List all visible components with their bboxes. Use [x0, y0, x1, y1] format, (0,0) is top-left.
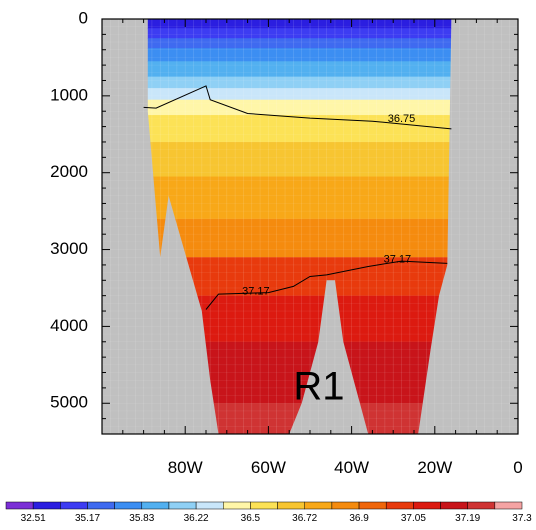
salinity-layer	[147, 99, 452, 116]
colorbar-swatch	[60, 501, 88, 510]
contour-label: 36.75	[388, 113, 416, 125]
colorbar-swatch	[331, 501, 360, 510]
y-tick-label: 5000	[50, 393, 88, 412]
colorbar-label: 36.22	[184, 513, 209, 524]
colorbar-swatch	[141, 501, 170, 510]
salinity-layer	[147, 218, 452, 258]
colorbar-label: 37.19	[455, 513, 480, 524]
colorbar-swatch	[385, 501, 414, 510]
colorbar-swatch	[467, 501, 496, 510]
colorbar-swatch	[250, 501, 278, 510]
colorbar-label: 37.05	[401, 513, 426, 524]
colorbar-label: 32.51	[21, 513, 46, 524]
salinity-layer	[147, 141, 452, 178]
x-tick-label: 0	[513, 458, 522, 477]
x-axis: 80W 60W 40W 20W 0	[101, 19, 523, 477]
colorbar-swatch	[32, 501, 61, 510]
colorbar-label: 36.9	[349, 513, 369, 524]
salinity-layer	[147, 48, 452, 62]
x-tick-label: 40W	[334, 458, 369, 477]
salinity-layer	[147, 115, 452, 143]
colorbar-swatch	[195, 501, 224, 510]
colorbar-swatch	[440, 501, 468, 510]
salinity-layer	[147, 61, 452, 78]
salinity-layer	[147, 76, 452, 89]
model-grid-lines	[102, 19, 518, 434]
contour-label: 37.17	[384, 253, 412, 265]
y-tick-label: 3000	[50, 239, 88, 258]
salinity-layer	[147, 19, 452, 29]
colorbar-swatch	[277, 501, 305, 510]
contour-line	[205, 260, 448, 310]
colorbar-swatch	[413, 501, 441, 510]
colorbar-label: 36.5	[241, 513, 261, 524]
salinity-layer	[147, 38, 452, 49]
contour-lines: 36.75 37.17 37.17	[143, 85, 452, 310]
colorbar-swatch	[223, 501, 251, 510]
colorbar-swatch	[304, 501, 333, 510]
colorbar-swatch	[494, 501, 523, 510]
x-tick-label: 60W	[251, 458, 286, 477]
salinity-layer	[147, 88, 452, 101]
y-axis: 0 1000 2000 3000 4000 5000	[50, 8, 518, 435]
colorbar-label: 35.17	[75, 513, 100, 524]
x-tick-label: 80W	[168, 458, 203, 477]
y-tick-label: 4000	[50, 316, 88, 335]
annotation-r1: R1	[293, 364, 344, 408]
salinity-layer	[147, 257, 452, 297]
salinity-layer	[147, 176, 452, 220]
x-tick-label: 20W	[417, 458, 452, 477]
colorbar-label: 35.83	[129, 513, 154, 524]
y-tick-label: 0	[79, 8, 88, 27]
salinity-layer	[147, 28, 452, 39]
colorbar-label: 37.3	[512, 513, 532, 524]
colorbar: 32.51 35.17 35.83 36.22 36.5 36.72 36.9 37.05 37…	[5, 501, 532, 524]
colorbar-swatch	[114, 501, 143, 510]
colorbar-label: 36.72	[292, 513, 317, 524]
contour-line	[143, 85, 452, 130]
contour-label: 37.17	[242, 286, 270, 298]
y-tick-label: 1000	[50, 85, 88, 104]
colorbar-swatch	[5, 501, 34, 510]
colorbar-swatch	[168, 501, 197, 510]
y-tick-label: 2000	[50, 162, 88, 181]
colorbar-swatch	[87, 501, 115, 510]
colorbar-swatch	[358, 501, 387, 510]
